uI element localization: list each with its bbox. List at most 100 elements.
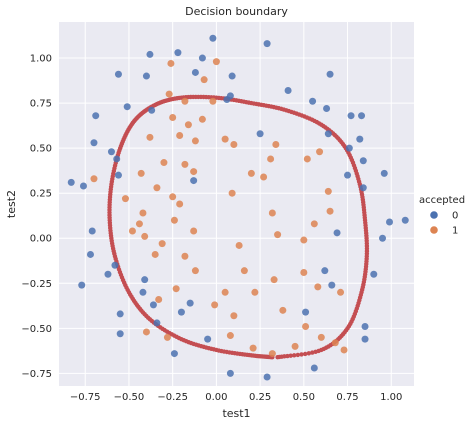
scatter-point-1 <box>139 209 147 217</box>
scatter-point-1 <box>228 189 236 197</box>
scatter-point-1 <box>314 283 322 291</box>
x-tick-label: 0.00 <box>205 392 227 403</box>
scatter-point-1 <box>326 207 334 215</box>
boundary-point <box>285 353 290 359</box>
scatter-point-1 <box>176 132 184 140</box>
scatter-point-0 <box>370 270 378 278</box>
scatter-point-0 <box>177 308 185 316</box>
scatter-point-0 <box>153 319 161 327</box>
scatter-point-0 <box>86 250 94 258</box>
x-tick-label: 0.50 <box>293 392 315 403</box>
scatter-point-0 <box>209 34 217 42</box>
scatter-point-0 <box>114 171 122 179</box>
scatter-point-0 <box>190 177 198 185</box>
x-axis-ticks: −0.75 −0.50 −0.25 0.00 0.25 0.50 0.75 1.00 <box>70 392 402 403</box>
scatter-point-1 <box>128 227 136 235</box>
scatter-point-1 <box>151 250 159 258</box>
scatter-points <box>67 34 409 381</box>
chart-title: Decision boundary <box>185 5 288 18</box>
scatter-point-0 <box>324 130 332 138</box>
scatter-point-1 <box>340 346 348 354</box>
scatter-point-1 <box>230 312 238 320</box>
scatter-point-0 <box>358 112 366 120</box>
scatter-point-1 <box>137 169 145 177</box>
scatter-point-1 <box>141 232 149 240</box>
legend-label-0: 0 <box>452 211 458 222</box>
scatter-point-0 <box>333 229 341 237</box>
scatter-point-1 <box>191 137 199 145</box>
scatter-point-0 <box>142 72 150 80</box>
scatter-point-0 <box>104 270 112 278</box>
scatter-point-1 <box>337 288 345 296</box>
scatter-point-1 <box>221 288 229 296</box>
scatter-point-0 <box>284 86 292 94</box>
scatter-point-1 <box>268 209 276 217</box>
x-tick-label: −0.25 <box>157 392 188 403</box>
scatter-point-0 <box>256 130 264 138</box>
scatter-point-1 <box>169 114 177 122</box>
scatter-point-0 <box>146 50 154 58</box>
scatter-point-1 <box>169 193 177 201</box>
scatter-point-1 <box>230 141 238 149</box>
scatter-point-1 <box>291 342 299 350</box>
x-tick-label: −0.50 <box>114 392 145 403</box>
x-tick-label: −0.75 <box>70 392 101 403</box>
scatter-point-1 <box>211 301 219 309</box>
scatter-point-1 <box>153 184 161 192</box>
scatter-point-0 <box>116 330 124 338</box>
scatter-point-0 <box>380 169 388 177</box>
scatter-point-1 <box>190 227 198 235</box>
scatter-point-1 <box>158 240 166 248</box>
legend-marker-1 <box>430 226 438 234</box>
scatter-point-1 <box>172 285 180 293</box>
scatter-point-1 <box>300 268 308 276</box>
scatter-point-0 <box>78 281 86 289</box>
scatter-point-1 <box>316 148 324 156</box>
y-tick-label: −0.50 <box>21 324 52 335</box>
x-tick-label: 0.75 <box>336 392 358 403</box>
scatter-point-0 <box>170 350 178 358</box>
legend-title: accepted <box>419 195 465 206</box>
scatter-point-0 <box>328 281 336 289</box>
scatter-point-1 <box>160 159 168 167</box>
scatter-point-1 <box>247 169 255 177</box>
scatter-point-1 <box>303 155 311 163</box>
scatter-point-1 <box>191 267 199 275</box>
scatter-point-0 <box>323 104 331 112</box>
x-tick-label: 0.25 <box>249 392 271 403</box>
scatter-point-0 <box>204 335 212 343</box>
y-tick-label: 1.00 <box>30 54 52 65</box>
scatter-point-1 <box>170 216 178 224</box>
scatter-point-0 <box>111 261 119 269</box>
scatter-point-0 <box>356 135 364 143</box>
scatter-point-1 <box>240 267 248 275</box>
scatter-point-1 <box>165 90 173 98</box>
y-tick-label: 0.75 <box>30 99 52 110</box>
boundary-point <box>291 353 297 358</box>
scatter-point-1 <box>268 350 276 358</box>
scatter-point-0 <box>113 155 121 163</box>
boundary-point <box>288 353 293 358</box>
scatter-point-0 <box>361 323 369 331</box>
boundary-point <box>302 351 308 357</box>
boundary-point <box>295 352 301 358</box>
plot-area <box>59 22 414 386</box>
scatter-point-0 <box>359 184 367 192</box>
scatter-point-0 <box>361 335 369 343</box>
scatter-point-0 <box>302 308 310 316</box>
scatter-point-1 <box>251 288 259 296</box>
y-tick-label: 0.25 <box>30 189 52 200</box>
scatter-point-1 <box>184 121 192 129</box>
scatter-point-0 <box>310 364 318 372</box>
scatter-point-1 <box>302 323 310 331</box>
scatter-point-0 <box>401 216 409 224</box>
legend: accepted 0 1 <box>419 195 465 237</box>
scatter-point-1 <box>190 168 198 176</box>
scatter-point-1 <box>331 339 339 347</box>
scatter-point-0 <box>191 68 199 76</box>
scatter-point-1 <box>163 333 171 341</box>
scatter-point-0 <box>263 40 271 48</box>
scatter-point-1 <box>317 333 325 341</box>
scatter-point-0 <box>359 157 367 165</box>
